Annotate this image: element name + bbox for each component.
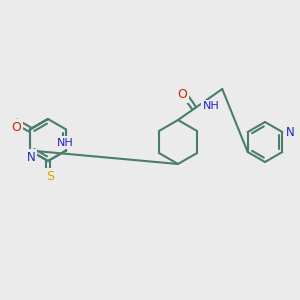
Text: O: O bbox=[177, 88, 187, 101]
Text: N: N bbox=[286, 125, 295, 139]
Text: S: S bbox=[46, 169, 54, 182]
Text: O: O bbox=[11, 121, 21, 134]
Text: N: N bbox=[26, 151, 35, 164]
Text: NH: NH bbox=[57, 137, 74, 148]
Text: NH: NH bbox=[203, 101, 220, 111]
